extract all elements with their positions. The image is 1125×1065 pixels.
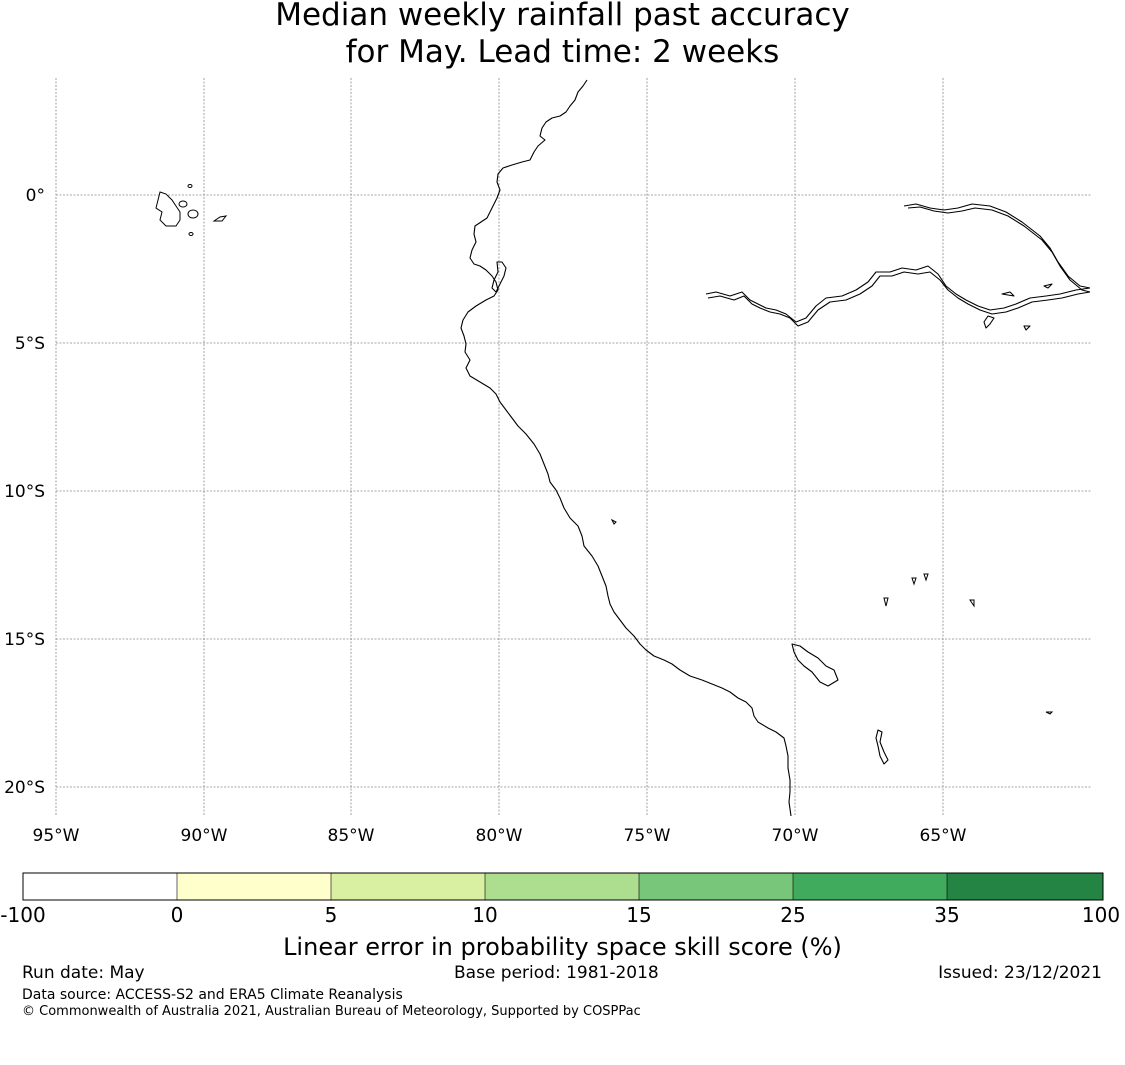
lon-label: 65°W	[920, 826, 967, 846]
colorbar-tick-label: 100	[1081, 903, 1121, 927]
lake-titicaca	[791, 643, 839, 687]
run-date: Run date: May	[22, 963, 145, 983]
colorbar-segment	[331, 873, 485, 900]
lon-label: 95°W	[33, 826, 80, 846]
colorbar-segment	[793, 873, 947, 900]
colorbar-tick-label: 25	[780, 903, 806, 927]
longitude-labels: 95°W 90°W 85°W 80°W 75°W 70°W 65°W	[33, 826, 967, 846]
lon-label: 80°W	[476, 826, 523, 846]
lat-label: 10°S	[4, 482, 45, 502]
colorbar-outline	[22, 872, 1104, 901]
lon-label: 85°W	[328, 826, 375, 846]
colorbar-tick-label: 5	[324, 903, 338, 927]
colorbar-segment	[639, 873, 793, 900]
colorbar-tick-label: 35	[934, 903, 960, 927]
base-period: Base period: 1981-2018	[454, 963, 659, 983]
lon-label: 75°W	[624, 826, 671, 846]
lat-label: 5°S	[15, 334, 45, 354]
map-title-line-2: for May. Lead time: 2 weeks	[345, 34, 780, 70]
issued-date: Issued: 23/12/2021	[938, 963, 1102, 983]
lon-label: 90°W	[181, 826, 228, 846]
colorbar-title: Linear error in probability space skill …	[283, 933, 842, 961]
lakes	[610, 518, 1054, 765]
lon-label: 70°W	[772, 826, 819, 846]
copyright-notice: © Commonwealth of Australia 2021, Austra…	[22, 1004, 641, 1019]
galapagos-islands	[155, 184, 228, 236]
colorbar	[22, 872, 1104, 901]
gulf-of-guayaquil-coast	[491, 261, 507, 293]
colorbar-segment	[485, 873, 639, 900]
lat-label: 0°	[26, 186, 45, 206]
data-source: Data source: ACCESS-S2 and ERA5 Climate …	[22, 987, 403, 1003]
lat-label: 15°S	[4, 630, 45, 650]
amazon-river	[705, 203, 1091, 331]
colorbar-segment	[177, 873, 331, 900]
salar	[875, 729, 889, 765]
south-america-coastline	[460, 79, 792, 817]
map-title-line-1: Median weekly rainfall past accuracy	[275, 0, 850, 33]
colorbar-segment	[23, 873, 177, 900]
colorbar-tick-label: 10	[472, 903, 498, 927]
colorbar-segment	[947, 873, 1103, 900]
colorbar-tick-label: 15	[626, 903, 652, 927]
gridlines	[55, 78, 1091, 816]
colorbar-tick-label: -100	[0, 903, 46, 927]
lat-label: 20°S	[4, 778, 45, 798]
latitude-labels: 0° 5°S 10°S 15°S 20°S	[4, 186, 45, 798]
colorbar-tick-label: 0	[170, 903, 184, 927]
